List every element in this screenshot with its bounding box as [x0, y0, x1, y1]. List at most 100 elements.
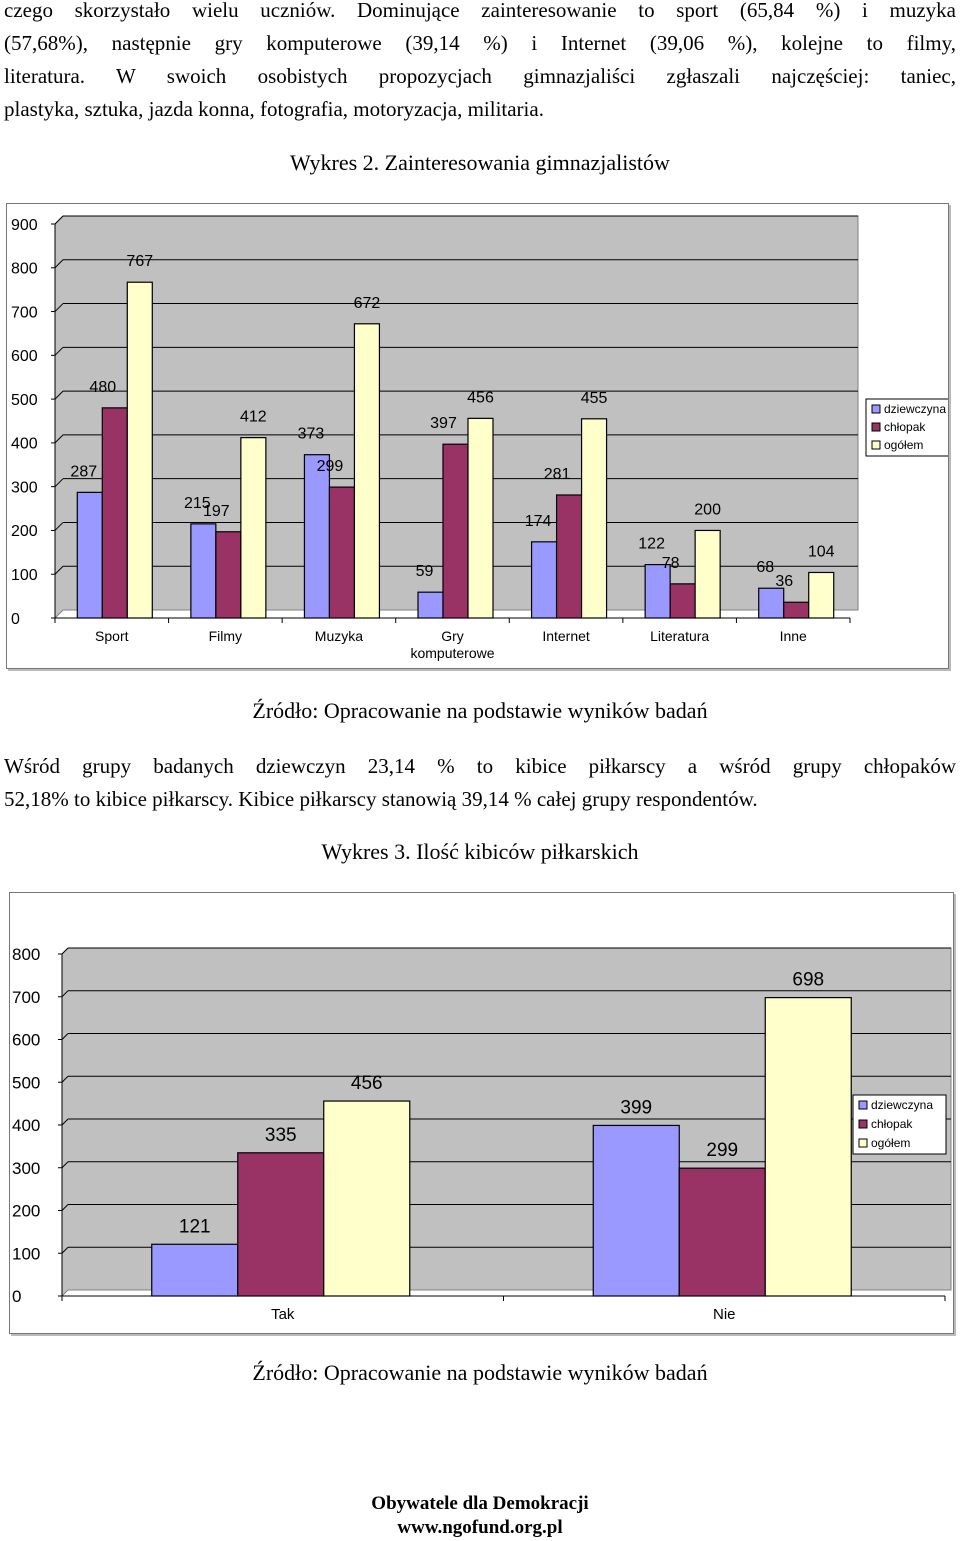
chart2-legend-swatch — [858, 1138, 868, 1148]
chart1-data-label: 455 — [581, 390, 608, 407]
chart2-category-label: Nie — [713, 1306, 736, 1323]
chart1-data-label: 59 — [416, 563, 434, 580]
chart1-bar — [328, 486, 356, 619]
chart2-ytick-label: 0 — [12, 1287, 21, 1306]
chart2-legend-label: chłopak — [871, 1117, 913, 1131]
chart1-gridline-side — [54, 565, 64, 575]
chart2-ytick-label: 200 — [12, 1202, 40, 1221]
chart2-bar — [151, 1243, 239, 1297]
chart1-data-label: 672 — [354, 295, 381, 312]
chart1-data-label: 373 — [298, 426, 325, 443]
chart1-category-label: komputerowe — [410, 645, 494, 661]
chart1-bar — [694, 529, 721, 619]
chart1-legend-swatch — [871, 404, 881, 414]
chart2-box: 0 100 200 300 400 500 600 700 800 121 335 456 Tak 399… — [9, 892, 954, 1334]
intro-line-2: (57,68%), następnie gry komputerowe (39,… — [4, 31, 956, 55]
chart1-bar — [190, 523, 217, 619]
chart1-data-label: 456 — [467, 389, 494, 406]
chart1-ytick-label: 900 — [11, 217, 38, 234]
chart1-data-label: 104 — [808, 543, 835, 560]
chart2-bar — [323, 1100, 411, 1297]
chart2-gridline-side — [61, 1204, 69, 1211]
chart2-caption: Wykres 3. Ilość kibiców piłkarskich — [321, 839, 639, 864]
chart1-legend-swatch — [871, 422, 881, 432]
chart2-data-label: 299 — [706, 1140, 738, 1161]
chart1-gridline-side — [54, 434, 64, 444]
chart1-bar — [126, 281, 153, 619]
chart2-ytick-label: 500 — [12, 1073, 40, 1092]
chart1-data-label: 78 — [662, 555, 680, 572]
middle-line-1: Wśród grupy badanych dziewczyn 23,14 % t… — [4, 754, 956, 778]
chart1-bar — [240, 437, 267, 619]
chart1-legend-label: chłopak — [884, 420, 926, 434]
chart1-data-label: 68 — [756, 559, 774, 576]
chart1-bar — [417, 591, 444, 619]
chart1-gridline-side — [54, 303, 64, 312]
chart1-bar — [530, 541, 558, 619]
chart1-bar — [644, 563, 671, 619]
chart1-data-label: 287 — [70, 463, 97, 480]
chart1-data-label: 397 — [430, 415, 457, 432]
chart1-box: 0 100 200 300 400 500 600 700 800 900 287 480 767 Spo… — [6, 203, 950, 669]
chart1-bar — [467, 417, 494, 619]
chart2-bar — [764, 997, 852, 1297]
chart1-bar — [101, 407, 128, 619]
chart2-data-label: 698 — [792, 970, 824, 991]
chart1-bar — [555, 494, 583, 619]
intro-paragraph: czego skorzystało wielu uczniów. Dominuj… — [4, 0, 956, 126]
chart1-gridline-side — [54, 522, 64, 531]
chart1-ytick-label: 300 — [11, 479, 38, 496]
chart2-gridline-side — [61, 1075, 69, 1083]
chart1-legend-label: ogółem — [884, 438, 923, 452]
chart1-category-label: Muzyka — [315, 628, 363, 644]
chart2-legend-label: ogółem — [871, 1136, 910, 1150]
footer: Obywatele dla Demokracji www.ngofund.org… — [0, 1492, 960, 1540]
chart1-bar — [76, 491, 103, 619]
chart1-data-label: 412 — [240, 409, 267, 426]
chart2-bar — [678, 1167, 766, 1297]
chart2-bar — [592, 1124, 680, 1297]
chart1-svg: 0 100 200 300 400 500 600 700 800 900 287 480 767 Spo… — [11, 215, 950, 661]
intro-line-4: plastyka, sztuka, jazda konna, fotografi… — [4, 97, 544, 121]
chart1-data-label: 281 — [544, 466, 571, 483]
chart1-bar — [783, 601, 810, 619]
chart1-legend-label: dziewczyna — [884, 402, 946, 416]
chart1-data-label: 122 — [638, 536, 665, 553]
chart1-bar — [215, 531, 242, 619]
chart2-ytick-label: 300 — [12, 1159, 40, 1178]
chart1-data-label: 215 — [184, 495, 211, 512]
chart2-svg: 0 100 200 300 400 500 600 700 800 121 335 456 Tak 399… — [12, 945, 952, 1323]
chart2-source: Źródło: Opracowanie na podstawie wyników… — [252, 1360, 708, 1385]
chart1-data-label: 174 — [525, 513, 552, 530]
chart2-gridline-side — [61, 1161, 69, 1169]
middle-paragraph: Wśród grupy badanych dziewczyn 23,14 % t… — [4, 750, 956, 816]
chart1-data-label: 36 — [775, 573, 793, 590]
chart1-legend-swatch — [871, 440, 881, 450]
chart2-gridline-side — [61, 1246, 69, 1254]
chart1-ytick-label: 700 — [11, 304, 38, 321]
chart1-ytick-label: 0 — [11, 611, 20, 628]
chart1-category-label: Sport — [95, 628, 129, 644]
chart1-gridline-side — [54, 346, 64, 356]
chart1-data-label: 480 — [89, 379, 116, 396]
chart2-legend-swatch — [858, 1119, 868, 1129]
chart1-category-label: Inne — [780, 628, 807, 644]
chart1-bar — [669, 583, 696, 619]
chart1-ytick-label: 400 — [11, 436, 38, 453]
chart2-ytick-label: 800 — [12, 945, 40, 964]
footer-org: Obywatele dla Demokracji — [371, 1493, 589, 1514]
chart1-bar — [353, 323, 381, 619]
footer-url: www.ngofund.org.pl — [397, 1517, 563, 1538]
chart2-category-label: Tak — [271, 1306, 295, 1323]
chart1-bar — [808, 571, 835, 619]
chart2-gridline-side — [61, 1118, 69, 1126]
chart1-bar — [442, 443, 469, 619]
chart1-source: Źródło: Opracowanie na podstawie wyników… — [252, 698, 708, 723]
chart1-gridline-side — [54, 259, 64, 269]
chart1-gridline-side — [54, 215, 64, 225]
chart2-data-label: 335 — [265, 1125, 297, 1146]
chart1-gridline-side — [54, 390, 64, 400]
chart1-category-label: Internet — [542, 628, 590, 644]
chart2-gridline-side — [61, 947, 69, 955]
chart1-ytick-label: 600 — [11, 348, 38, 365]
